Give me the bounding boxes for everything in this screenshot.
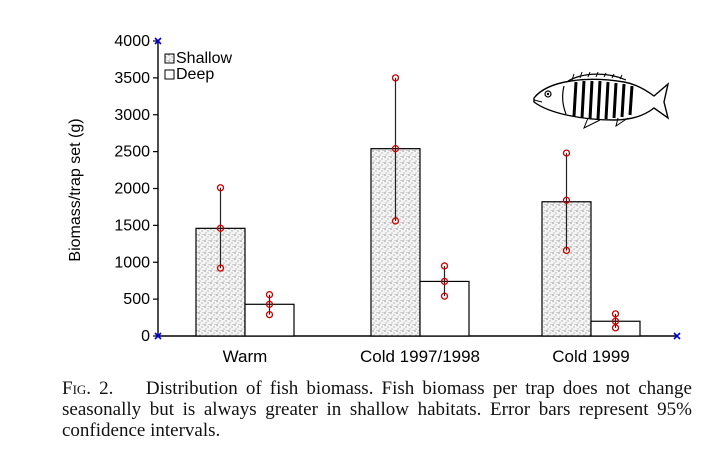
y-axis: 0 500 1000 1500 2000 2500 3000 3500 4000 bbox=[114, 33, 681, 345]
figure-number: Fig. 2. bbox=[62, 378, 114, 399]
axis-corner-marker bbox=[673, 332, 681, 340]
error-bars bbox=[216, 74, 620, 332]
x-category-label: Cold 1999 bbox=[552, 347, 630, 366]
axis-corner-marker-stroke bbox=[673, 332, 681, 340]
fish-icon bbox=[533, 71, 670, 130]
legend-swatch-deep bbox=[164, 69, 175, 80]
y-tick-label: 0 bbox=[141, 328, 150, 345]
error-bar-point bbox=[562, 149, 571, 157]
y-tick-label: 1000 bbox=[114, 254, 150, 271]
error-bar-point bbox=[216, 224, 225, 232]
caption-text: Distribution of fish biomass. Fish bioma… bbox=[62, 378, 692, 441]
error-bar-point bbox=[611, 310, 620, 318]
y-tick-label: 3000 bbox=[114, 107, 150, 124]
error-bar-point bbox=[562, 196, 571, 204]
error-bar-point bbox=[265, 291, 274, 299]
bar-chart: 0 500 1000 1500 2000 2500 3000 3500 4000 Warm Col… bbox=[67, 33, 681, 366]
y-tick-label: 2500 bbox=[114, 144, 150, 161]
legend: Shallow Deep bbox=[164, 50, 232, 83]
axis-corner-marker-stroke bbox=[154, 332, 162, 340]
axis-corner-marker-stroke bbox=[154, 37, 162, 45]
x-category-label: Warm bbox=[223, 347, 268, 366]
x-axis-categories: Warm Cold 1997/1998 Cold 1999 bbox=[223, 347, 630, 366]
error-bar-point bbox=[265, 310, 274, 319]
y-tick-label: 500 bbox=[123, 291, 150, 308]
error-bar-point bbox=[440, 262, 449, 270]
x-category-label: Cold 1997/1998 bbox=[360, 347, 480, 366]
bars bbox=[195, 148, 641, 337]
error-bar-point bbox=[440, 292, 449, 300]
error-bar-point bbox=[611, 317, 620, 325]
axis-corner-marker bbox=[154, 332, 162, 340]
error-bar-point bbox=[265, 300, 274, 308]
error-bar-point bbox=[216, 184, 225, 192]
y-tick-label: 4000 bbox=[114, 33, 150, 50]
error-bar-point bbox=[440, 277, 449, 286]
error-bar-point bbox=[391, 217, 400, 225]
y-tick-label: 3500 bbox=[114, 70, 150, 87]
error-bar-point bbox=[562, 246, 571, 255]
y-tick-label: 2000 bbox=[114, 181, 150, 198]
error-bar-point bbox=[391, 74, 400, 82]
y-tick-label: 1500 bbox=[114, 217, 150, 234]
error-bar-point bbox=[391, 145, 400, 153]
legend-swatch-shallow bbox=[164, 53, 175, 64]
axis-corner-marker bbox=[154, 37, 162, 45]
error-bar-point bbox=[216, 264, 225, 272]
legend-label-shallow: Shallow bbox=[176, 50, 232, 67]
figure-caption: Fig. 2. Distribution of fish biomass. Fi… bbox=[62, 378, 692, 441]
legend-label-deep: Deep bbox=[176, 66, 214, 83]
y-axis-label: Biomass/trap set (g) bbox=[67, 118, 84, 261]
